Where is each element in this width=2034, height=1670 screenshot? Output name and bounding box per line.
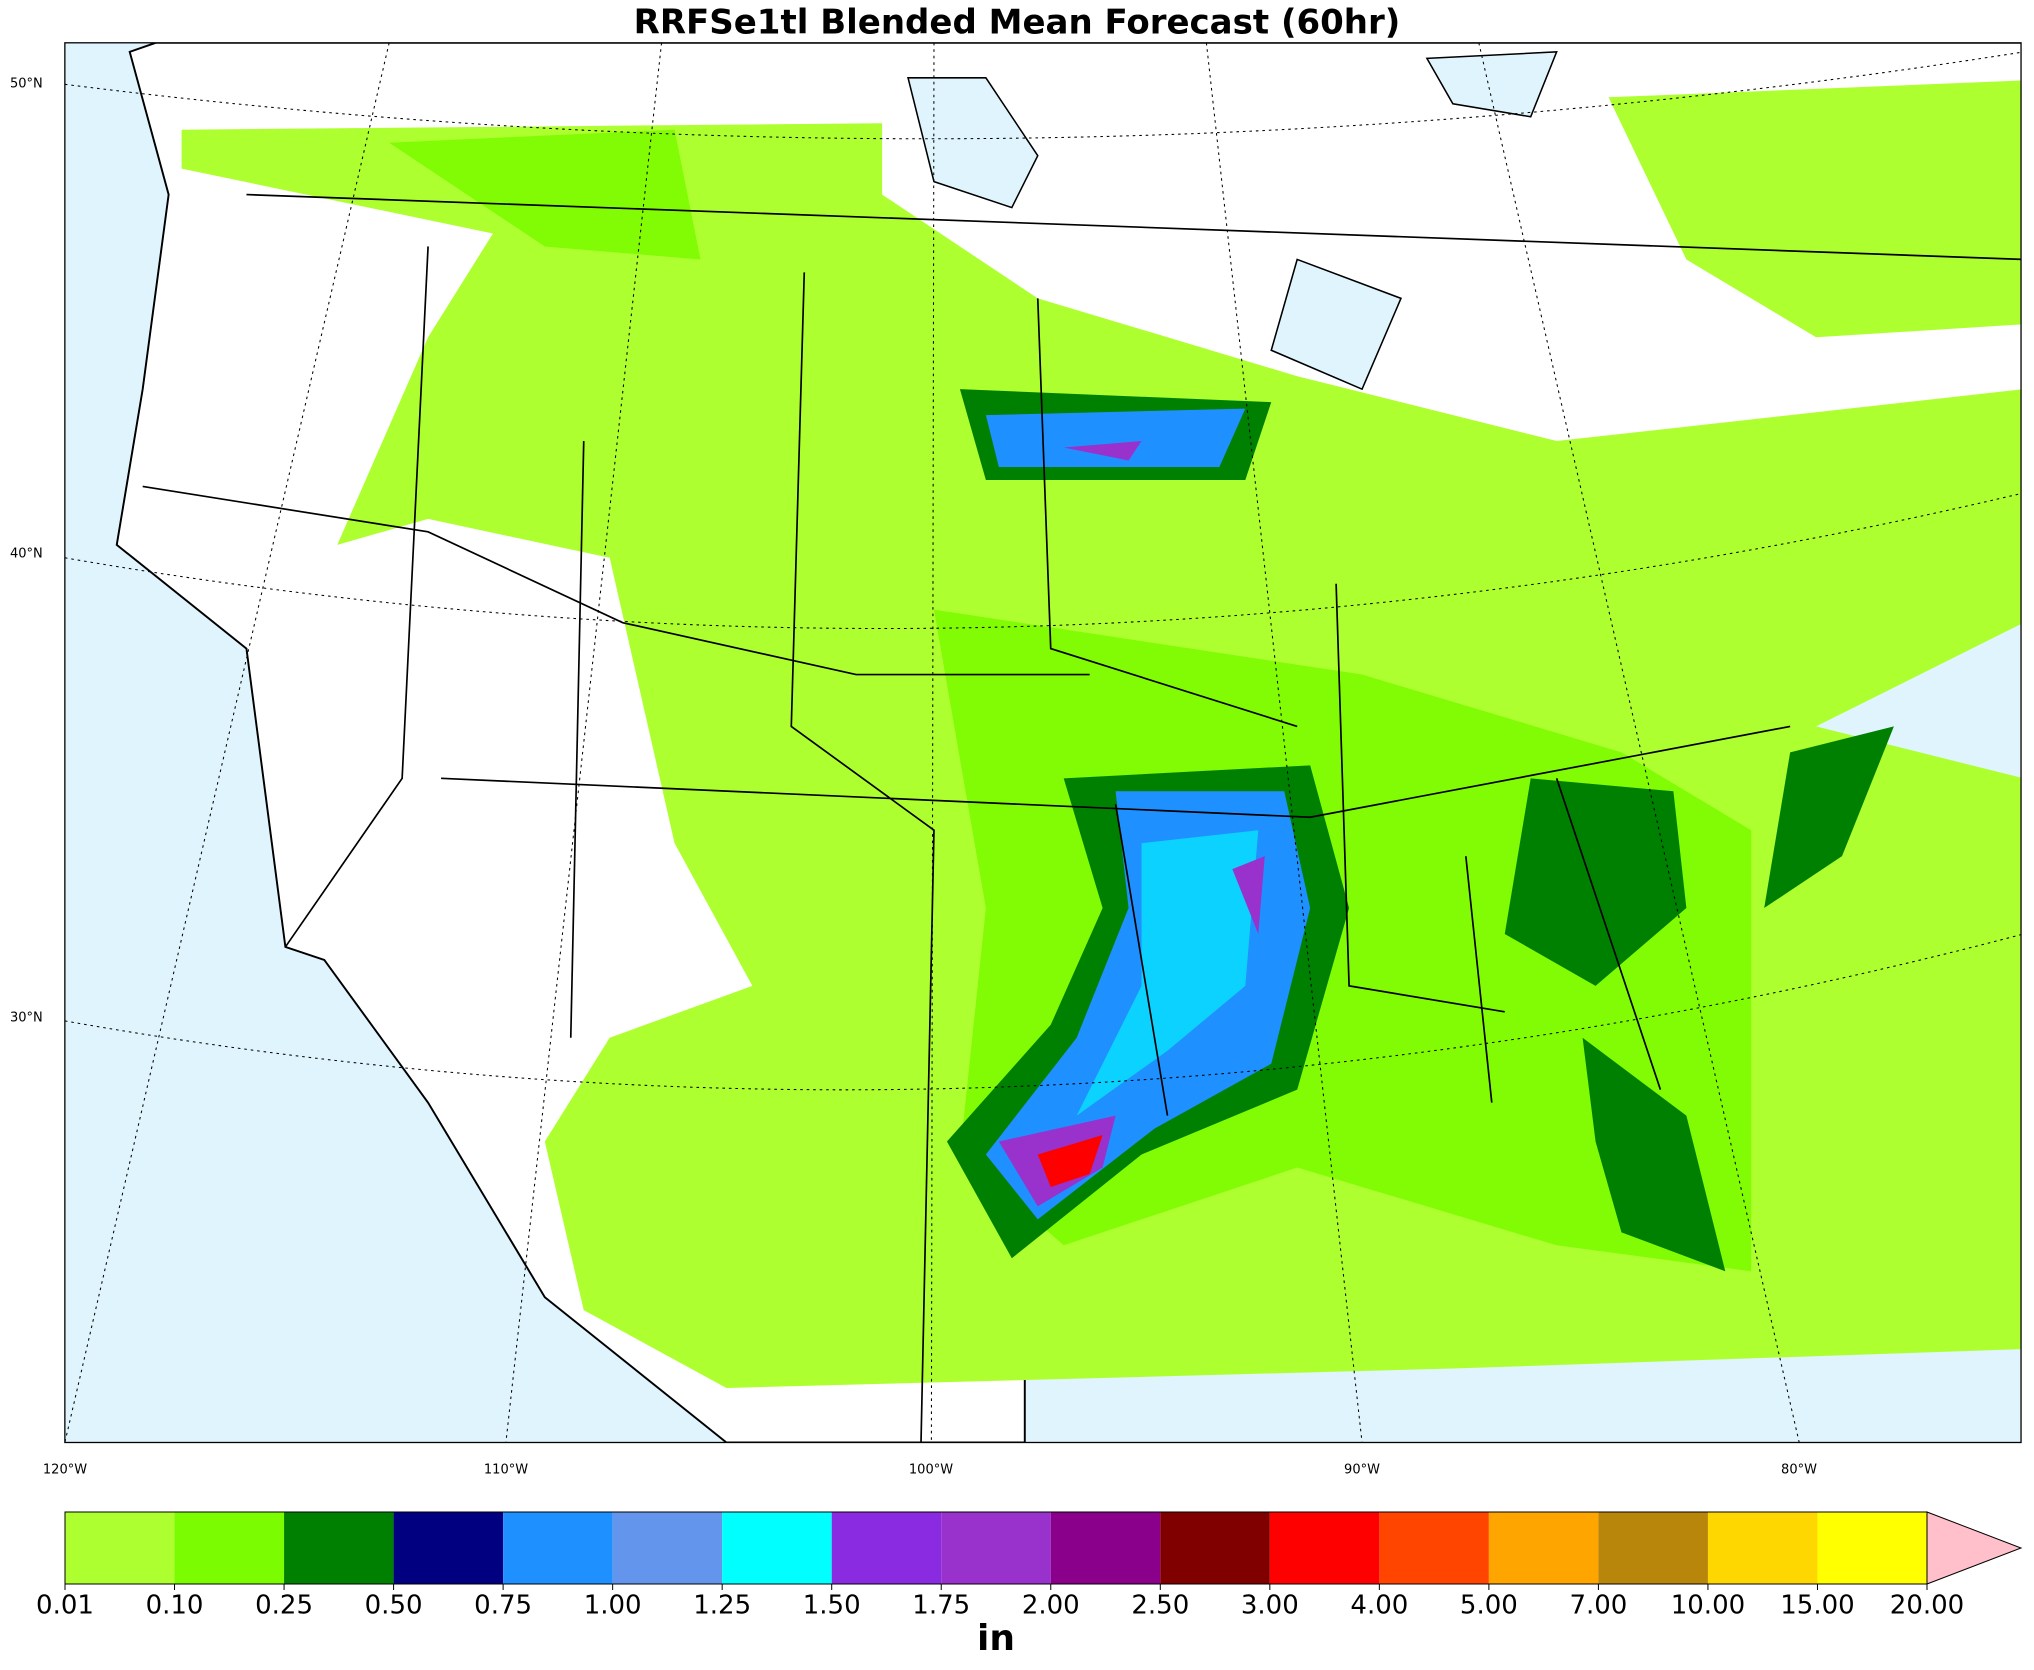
lakes	[907, 51, 1558, 391]
lat-label: 50°N	[10, 77, 43, 92]
lon-label: 100°W	[909, 1463, 953, 1478]
colorbar-bin	[174, 1512, 285, 1584]
colorbar-bin	[1488, 1512, 1599, 1584]
lon-label: 120°W	[43, 1463, 87, 1478]
colorbar-bin	[1160, 1512, 1270, 1584]
colorbar-tick-label: 3.00	[1241, 1591, 1299, 1621]
colorbar-tick-label: 1.75	[912, 1591, 970, 1621]
colorbar-tick-label: 0.10	[146, 1591, 204, 1621]
precip-core	[1076, 830, 1259, 1116]
precip-max	[1037, 1135, 1103, 1187]
colorbar-bin	[1050, 1512, 1161, 1584]
axis-labels: 50°N 40°N 30°N 120°W 110°W 100°W 90°W 80°W	[10, 77, 1817, 1478]
colorbar-tick-label: 7.00	[1569, 1591, 1627, 1621]
colorbar-bin	[831, 1512, 942, 1584]
lon-label: 80°W	[1781, 1463, 1817, 1478]
colorbar-bin	[941, 1512, 1051, 1584]
lat-label: 40°N	[10, 547, 43, 562]
colorbar-bin	[393, 1512, 504, 1584]
lon-label: 90°W	[1344, 1463, 1380, 1478]
colorbar-tick-label: 20.00	[1890, 1591, 1964, 1621]
colorbar-bin	[1269, 1512, 1380, 1584]
precip-very-heavy	[985, 408, 1311, 1220]
colorbar-tick-label: 0.01	[36, 1591, 94, 1621]
colorbar-tick-label: 0.25	[255, 1591, 313, 1621]
map-frame	[64, 42, 2022, 1444]
colorbar-tick-label: 1.25	[693, 1591, 751, 1621]
graticule	[64, 42, 2022, 1443]
colorbar-tick-label: 1.00	[584, 1591, 642, 1621]
colorbar-bin	[1817, 1512, 1927, 1584]
lat-label: 30°N	[10, 1011, 43, 1026]
colorbar-unit: in	[977, 1618, 1015, 1659]
lon-label: 110°W	[484, 1463, 528, 1478]
colorbar-bin	[1707, 1512, 1818, 1584]
colorbar-frame	[64, 1511, 1928, 1585]
colorbar-bin	[1598, 1512, 1708, 1584]
colorbar-tick-label: 1.50	[803, 1591, 861, 1621]
colorbar-bin	[284, 1512, 394, 1584]
colorbar-tick-label: 5.00	[1460, 1591, 1518, 1621]
map-area	[64, 42, 2022, 1444]
colorbar-bin	[722, 1512, 832, 1584]
colorbar-tick-label: 4.00	[1350, 1591, 1408, 1621]
map-title: RRFSe1tl Blended Mean Forecast (60hr)	[634, 3, 1401, 43]
colorbar-bin	[503, 1512, 613, 1584]
colorbar-tick-label: 0.75	[474, 1591, 532, 1621]
state-borders	[142, 193, 2022, 1443]
colorbar-bin	[65, 1512, 175, 1584]
colorbar-tick-label: 2.50	[1131, 1591, 1189, 1621]
colorbar: 0.01 0.10 0.25 0.50 0.75 1.00 1.25 1.50 1.75 2.00…	[36, 1511, 2023, 1659]
colorbar-tick-label: 2.00	[1022, 1591, 1080, 1621]
colorbar-bin	[612, 1512, 723, 1584]
colorbar-tick-label: 10.00	[1671, 1591, 1745, 1621]
colorbar-extend	[1926, 1511, 2023, 1585]
colorbar-bin	[1379, 1512, 1489, 1584]
precip-moderate	[389, 129, 1752, 1272]
colorbar-tick-label: 15.00	[1780, 1591, 1854, 1621]
colorbar-tick-label: 0.50	[365, 1591, 423, 1621]
